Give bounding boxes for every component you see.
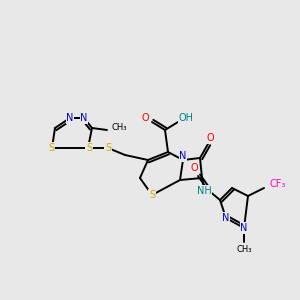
Text: S: S [48, 143, 54, 153]
Text: N: N [80, 113, 88, 123]
Text: S: S [105, 143, 111, 153]
Text: O: O [141, 113, 149, 123]
Text: N: N [179, 151, 187, 161]
Text: NH: NH [196, 186, 211, 196]
Text: CH₃: CH₃ [112, 122, 128, 131]
Text: S: S [86, 143, 92, 153]
Text: N: N [222, 213, 230, 223]
Text: CH₃: CH₃ [236, 245, 252, 254]
Text: N: N [240, 223, 248, 233]
Text: CF₃: CF₃ [270, 179, 286, 189]
Text: O: O [190, 163, 198, 173]
Text: O: O [206, 133, 214, 143]
Text: N: N [66, 113, 74, 123]
Text: OH: OH [178, 113, 194, 123]
Text: S: S [149, 190, 155, 200]
